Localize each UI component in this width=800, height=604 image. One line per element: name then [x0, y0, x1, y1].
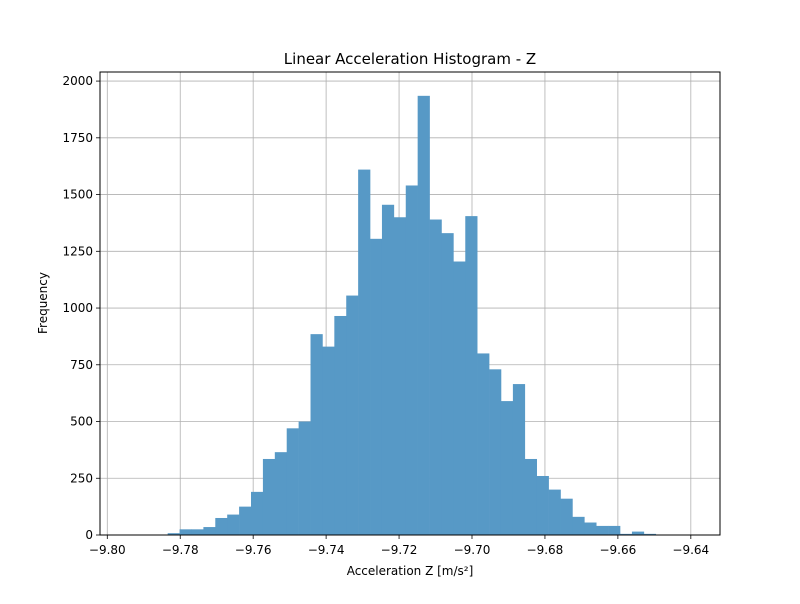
- histogram-bar: [477, 353, 489, 535]
- y-tick-label: 1500: [62, 188, 93, 202]
- x-tick-label: −9.64: [672, 543, 709, 557]
- x-tick-label: −9.76: [235, 543, 272, 557]
- histogram-bar: [501, 401, 513, 535]
- histogram-bar: [239, 507, 251, 535]
- chart-title: Linear Acceleration Histogram - Z: [284, 50, 536, 68]
- x-tick-label: −9.70: [454, 543, 491, 557]
- histogram-bar: [513, 384, 525, 535]
- histogram-bar: [287, 428, 299, 535]
- y-tick-label: 1750: [62, 131, 93, 145]
- histogram-bar: [394, 217, 406, 535]
- histogram-bar: [537, 476, 549, 535]
- y-tick-label: 500: [70, 415, 93, 429]
- histogram-bar: [180, 529, 192, 535]
- histogram-bar: [227, 515, 239, 535]
- histogram-bar: [275, 452, 287, 535]
- histogram-bar: [632, 532, 644, 535]
- histogram-bar: [191, 529, 203, 535]
- histogram-bar: [334, 316, 346, 535]
- x-tick-label: −9.66: [599, 543, 636, 557]
- x-tick-label: −9.74: [308, 543, 345, 557]
- histogram-bar: [549, 490, 561, 535]
- histogram-bar: [584, 523, 596, 535]
- histogram-bar: [525, 459, 537, 535]
- histogram-bar: [382, 205, 394, 535]
- histogram-bar: [430, 220, 442, 535]
- histogram-bar: [489, 369, 501, 535]
- y-tick-label: 750: [70, 358, 93, 372]
- histogram-bar: [311, 334, 323, 535]
- histogram-bar: [441, 233, 453, 535]
- histogram-bar: [596, 526, 608, 535]
- histogram-bar: [358, 170, 370, 535]
- y-axis-label: Frequency: [36, 272, 50, 334]
- histogram-bar: [406, 185, 418, 535]
- x-tick-label: −9.80: [89, 543, 126, 557]
- histogram-bar: [465, 216, 477, 535]
- histogram-bar: [572, 517, 584, 535]
- x-tick-label: −9.72: [381, 543, 418, 557]
- histogram-bar: [251, 492, 263, 535]
- x-tick-label: −9.68: [527, 543, 564, 557]
- histogram-bar: [418, 96, 430, 535]
- histogram-bar: [322, 347, 334, 535]
- histogram-bar: [370, 239, 382, 535]
- histogram-bar: [561, 499, 573, 535]
- histogram-bar: [346, 296, 358, 535]
- x-axis-label: Acceleration Z [m/s²]: [347, 564, 474, 578]
- histogram-bar: [203, 527, 215, 535]
- histogram-bar: [453, 262, 465, 535]
- y-tick-label: 2000: [62, 74, 93, 88]
- y-tick-label: 1000: [62, 301, 93, 315]
- y-tick-label: 0: [85, 528, 93, 542]
- histogram-bar: [263, 459, 275, 535]
- y-tick-label: 1250: [62, 244, 93, 258]
- histogram-bar: [299, 422, 311, 535]
- y-tick-label: 250: [70, 471, 93, 485]
- histogram-bar: [215, 518, 227, 535]
- histogram-bar: [608, 526, 620, 535]
- x-tick-label: −9.78: [162, 543, 199, 557]
